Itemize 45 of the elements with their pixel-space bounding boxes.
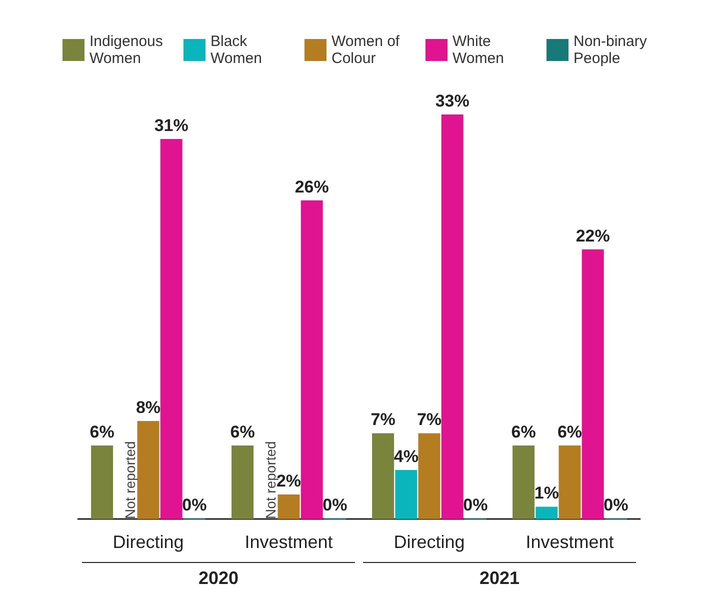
legend-label: Indigenous Women (90, 33, 168, 67)
x-tick-label: Directing (112, 532, 184, 552)
data-label: 1% (534, 484, 559, 503)
bar (372, 433, 394, 519)
legend-label: Women of Colour (332, 33, 404, 67)
legend-label: Black Women (210, 33, 262, 67)
data-label: 7% (370, 410, 396, 430)
data-label: 6% (230, 422, 255, 442)
bar (232, 445, 254, 519)
data-label: 26% (294, 177, 329, 196)
data-label: 2% (276, 471, 302, 490)
data-label: 0% (604, 496, 628, 514)
data-label: 0% (182, 496, 207, 514)
data-label: 4% (394, 446, 418, 466)
bar (300, 200, 323, 519)
data-label: 22% (576, 226, 610, 246)
text: 2020 (197, 568, 240, 589)
text: Not reported (122, 441, 138, 519)
bar (582, 249, 604, 519)
bar (536, 506, 558, 519)
x-tick-label: Investment (526, 532, 614, 552)
text: Not reported (262, 441, 279, 519)
bar (91, 445, 114, 519)
data-label: 31% (154, 116, 188, 136)
data-label: 0% (322, 496, 348, 514)
text: 2021 (478, 568, 521, 589)
x-tick-label: Directing (394, 532, 465, 552)
bar (512, 445, 535, 519)
bar (441, 114, 464, 519)
bar (418, 433, 440, 519)
data-label: 6% (90, 422, 114, 442)
data-label: 7% (416, 410, 442, 430)
bar (278, 494, 300, 519)
bar (558, 445, 581, 519)
data-label: 0% (463, 496, 488, 514)
legend-label: Non-binary People (574, 33, 652, 67)
data-label: 33% (435, 92, 470, 111)
x-tick-label: Investment (244, 532, 333, 552)
legend-label: White Women (452, 33, 504, 67)
data-label: 8% (136, 398, 161, 417)
bar (395, 470, 418, 519)
bar (137, 420, 160, 519)
bar (160, 139, 182, 519)
data-label: 6% (511, 422, 536, 442)
data-label: 6% (557, 422, 582, 442)
